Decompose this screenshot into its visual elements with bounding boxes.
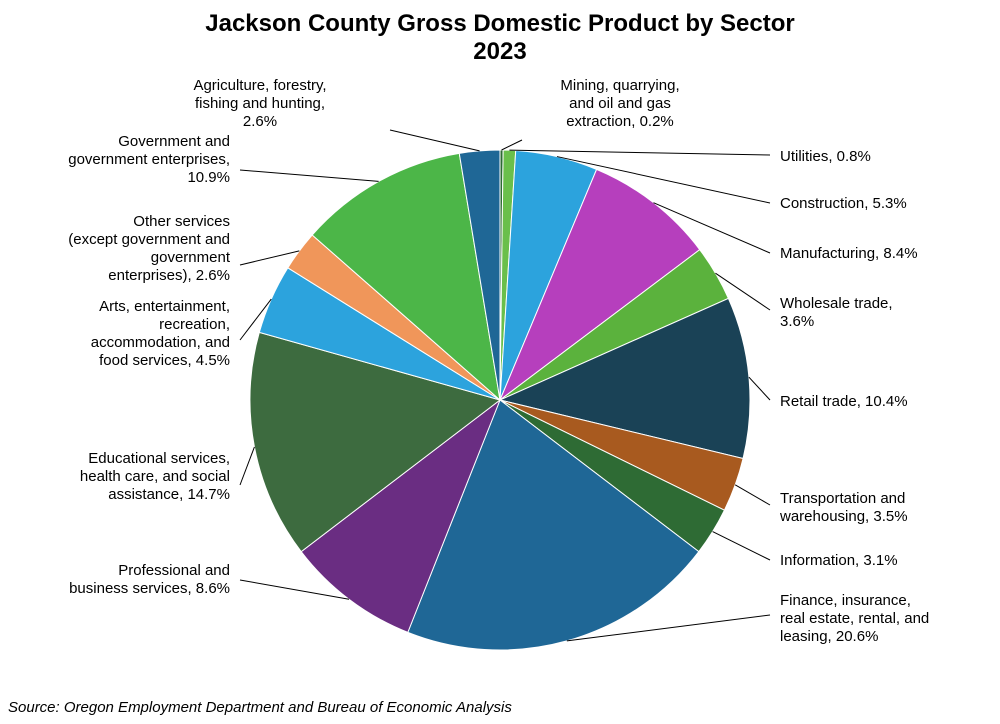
leader-line (502, 140, 522, 150)
slice-label: Mining, quarrying,and oil and gasextract… (560, 77, 679, 131)
slice-label: Wholesale trade,3.6% (780, 295, 893, 331)
slice-label: Information, 3.1% (780, 552, 898, 570)
slice-label: Government andgovernment enterprises,10.… (68, 133, 230, 187)
leader-line (749, 377, 770, 400)
leader-line (240, 447, 254, 485)
slice-label: Arts, entertainment,recreation,accommoda… (91, 298, 230, 370)
slice-label: Utilities, 0.8% (780, 148, 871, 166)
slice-label: Professional andbusiness services, 8.6% (69, 562, 230, 598)
slice-label: Educational services,health care, and so… (80, 450, 230, 504)
slice-label: Construction, 5.3% (780, 195, 907, 213)
leader-line (735, 485, 770, 505)
leader-line (713, 532, 770, 560)
slice-label: Finance, insurance,real estate, rental, … (780, 592, 929, 646)
leader-line (390, 130, 480, 151)
slice-label: Other services(except government andgove… (68, 213, 230, 285)
source-text: Source: Oregon Employment Department and… (8, 699, 512, 716)
leader-line (240, 170, 379, 181)
slice-label: Manufacturing, 8.4% (780, 245, 918, 263)
slice-label: Agriculture, forestry,fishing and huntin… (193, 77, 326, 131)
slice-label: Retail trade, 10.4% (780, 393, 908, 411)
slice-label: Transportation andwarehousing, 3.5% (780, 490, 908, 526)
